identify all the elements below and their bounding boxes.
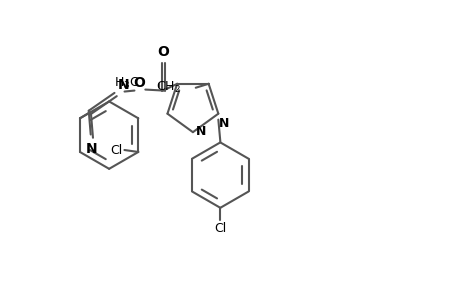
Text: O: O	[157, 45, 169, 59]
Text: N: N	[86, 142, 97, 156]
Text: O: O	[133, 76, 145, 90]
Text: N: N	[196, 125, 206, 138]
Text: Cl: Cl	[214, 222, 226, 235]
Text: N: N	[219, 117, 229, 130]
Text: CH$_2$: CH$_2$	[156, 80, 180, 95]
Text: H$_3$C: H$_3$C	[113, 76, 139, 91]
Text: N: N	[118, 77, 129, 92]
Text: Cl: Cl	[110, 143, 122, 157]
